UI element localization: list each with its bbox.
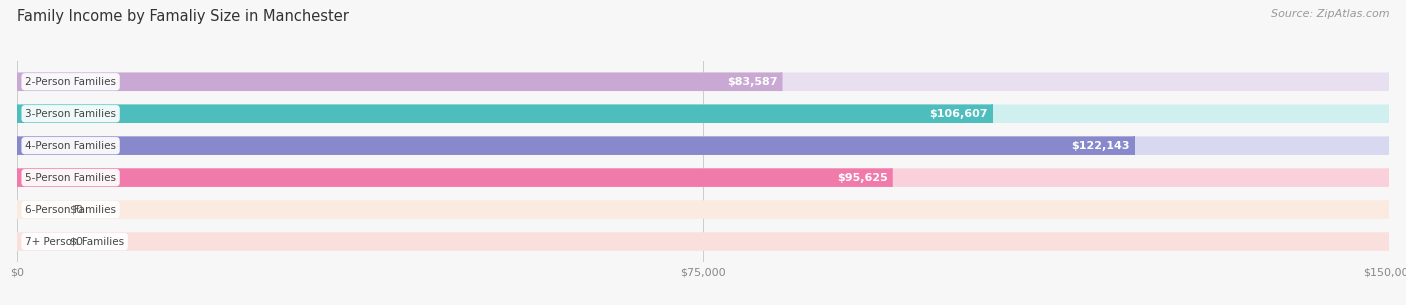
FancyBboxPatch shape — [17, 200, 1389, 219]
Text: 4-Person Families: 4-Person Families — [25, 141, 117, 151]
Text: 7+ Person Families: 7+ Person Families — [25, 237, 124, 246]
FancyBboxPatch shape — [17, 232, 1389, 251]
Text: $95,625: $95,625 — [837, 173, 887, 183]
Text: 3-Person Families: 3-Person Families — [25, 109, 117, 119]
FancyBboxPatch shape — [17, 168, 891, 187]
FancyBboxPatch shape — [17, 104, 1389, 123]
Text: $106,607: $106,607 — [929, 109, 988, 119]
FancyBboxPatch shape — [17, 136, 1389, 155]
FancyBboxPatch shape — [17, 136, 1135, 155]
Text: 2-Person Families: 2-Person Families — [25, 77, 117, 87]
Text: Family Income by Famaliy Size in Manchester: Family Income by Famaliy Size in Manches… — [17, 9, 349, 24]
Text: 5-Person Families: 5-Person Families — [25, 173, 117, 183]
Text: 6-Person Families: 6-Person Families — [25, 205, 117, 215]
Text: $122,143: $122,143 — [1071, 141, 1130, 151]
FancyBboxPatch shape — [17, 104, 993, 123]
Text: $0: $0 — [69, 237, 83, 246]
FancyBboxPatch shape — [17, 168, 1389, 187]
Text: Source: ZipAtlas.com: Source: ZipAtlas.com — [1271, 9, 1389, 19]
FancyBboxPatch shape — [17, 73, 782, 91]
Text: $0: $0 — [69, 205, 83, 215]
FancyBboxPatch shape — [17, 73, 1389, 91]
Text: $83,587: $83,587 — [727, 77, 778, 87]
